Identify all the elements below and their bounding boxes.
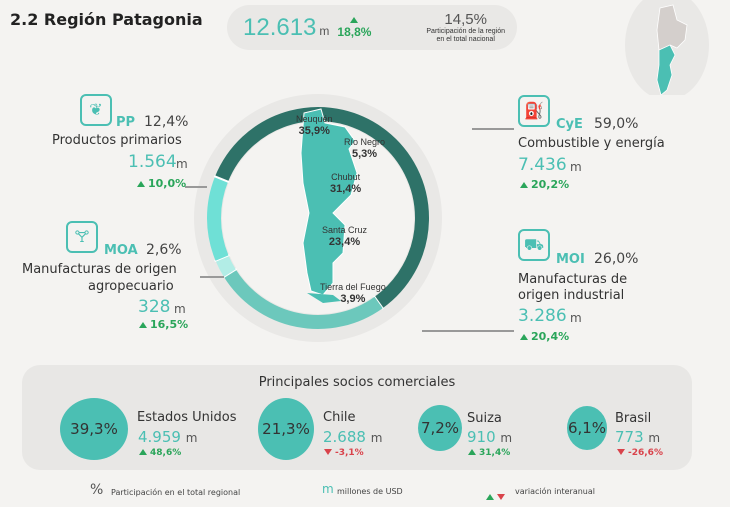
partner-suiza-name: Suiza bbox=[467, 411, 502, 426]
partner-chile-share: 21,3% bbox=[258, 398, 314, 460]
legend-var-label: variación interanual bbox=[515, 487, 595, 496]
pp-unit: m bbox=[176, 157, 188, 171]
total-variation: 18,8% bbox=[337, 24, 372, 39]
legend-pct-label: Participación en el total regional bbox=[111, 488, 241, 497]
donut-segment-moa bbox=[215, 255, 236, 277]
partner-brasil-variation: -26,6% bbox=[617, 448, 663, 458]
cye-unit: m bbox=[570, 160, 582, 174]
partner-chile-value: 2.688 m bbox=[323, 428, 383, 446]
share-group: 14,5% Participación de la región en el to… bbox=[426, 11, 505, 44]
moa-unit: m bbox=[174, 302, 186, 316]
province-chubut: Chubut 31,4% bbox=[330, 172, 362, 195]
legend-pct-symbol: % bbox=[90, 482, 104, 498]
pp-variation: 10,0% bbox=[137, 177, 186, 190]
moi-code: MOI bbox=[556, 252, 585, 267]
partner-usa-name: Estados Unidos bbox=[137, 410, 237, 425]
pp-share: 12,4% bbox=[144, 114, 189, 130]
moi-share: 26,0% bbox=[594, 251, 639, 267]
fuel-pump-icon: ⛽ bbox=[518, 95, 550, 127]
pp-name: Productos primarios bbox=[52, 133, 182, 148]
province-neuquen: Neuquén 35,9% bbox=[296, 114, 333, 137]
cye-name: Combustible y energía bbox=[518, 136, 665, 151]
share-label: Participación de la región en el total na… bbox=[426, 27, 505, 43]
donut-segment-cye bbox=[215, 107, 429, 309]
moa-share: 2,6% bbox=[146, 242, 182, 258]
connector-moa bbox=[200, 276, 224, 278]
total-unit: m bbox=[319, 23, 330, 38]
wheat-icon: ❦ bbox=[80, 94, 112, 126]
summary-panel: 12.613 m 18,8% 14,5% Participación de la… bbox=[227, 5, 517, 50]
share-value: 14,5% bbox=[444, 10, 487, 28]
donut-segment-moi bbox=[223, 269, 383, 329]
partner-brasil-share: 6,1% bbox=[567, 406, 607, 450]
total-variation-group: 18,8% bbox=[337, 16, 372, 39]
pp-code: PP bbox=[116, 115, 136, 130]
legend-m-label: millones de USD bbox=[337, 487, 403, 496]
moa-code: MOA bbox=[104, 243, 138, 258]
pp-value: 1.564 bbox=[128, 152, 177, 172]
connector-moi bbox=[422, 330, 514, 332]
moa-name-2: agropecuario bbox=[88, 279, 174, 294]
partner-suiza-value: 910 m bbox=[467, 428, 513, 446]
province-rio-negro: Río Negro 5,3% bbox=[344, 137, 386, 160]
partner-brasil-value: 773 m bbox=[615, 428, 661, 446]
partner-brasil-name: Brasil bbox=[615, 411, 652, 426]
moi-variation: 20,4% bbox=[520, 330, 569, 343]
total-value: 12.613 bbox=[243, 13, 317, 41]
moi-unit: m bbox=[570, 311, 582, 325]
cye-value: 7.436 bbox=[518, 155, 567, 175]
legend-m-symbol: m bbox=[322, 482, 334, 496]
partner-chile-variation: -3,1% bbox=[324, 448, 364, 458]
province-santa-cruz: Santa Cruz 23,4% bbox=[322, 225, 368, 248]
partner-chile-name: Chile bbox=[323, 410, 356, 425]
page-title: 2.2 Región Patagonia bbox=[10, 10, 203, 29]
partner-usa-value: 4.959 m bbox=[138, 428, 198, 446]
truck-icon: ⛟ bbox=[518, 229, 550, 261]
bottle-icon: 🝖 bbox=[66, 221, 98, 253]
moa-name-1: Manufacturas de origen bbox=[22, 262, 177, 277]
donut-separator bbox=[213, 175, 230, 183]
province-tierra-del-fuego: Tierra del Fuego 3,9% bbox=[320, 282, 386, 305]
connector-pp bbox=[185, 186, 207, 188]
donut-segment-pp bbox=[207, 176, 229, 261]
up-arrow-icon bbox=[350, 16, 359, 23]
sector-donut-chart bbox=[194, 94, 442, 342]
partner-usa-share: 39,3% bbox=[60, 398, 128, 460]
connector-cye bbox=[472, 128, 514, 130]
partner-suiza-share: 7,2% bbox=[418, 405, 462, 451]
moi-value: 3.286 bbox=[518, 306, 567, 326]
legend-arrows-icon bbox=[486, 485, 508, 504]
partner-suiza-variation: 31,4% bbox=[468, 448, 510, 458]
moa-value: 328 bbox=[138, 297, 171, 317]
argentina-map-icon bbox=[625, 0, 709, 95]
partners-title: Principales socios comerciales bbox=[258, 375, 456, 390]
moi-name-1: Manufacturas de bbox=[518, 272, 628, 287]
cye-share: 59,0% bbox=[594, 116, 639, 132]
moi-name-2: origen industrial bbox=[518, 288, 625, 303]
cye-code: CyE bbox=[556, 117, 583, 132]
total-group: 12.613 m bbox=[243, 14, 329, 42]
partner-usa-variation: 48,6% bbox=[139, 448, 181, 458]
cye-variation: 20,2% bbox=[520, 178, 569, 191]
moa-variation: 16,5% bbox=[139, 318, 188, 331]
